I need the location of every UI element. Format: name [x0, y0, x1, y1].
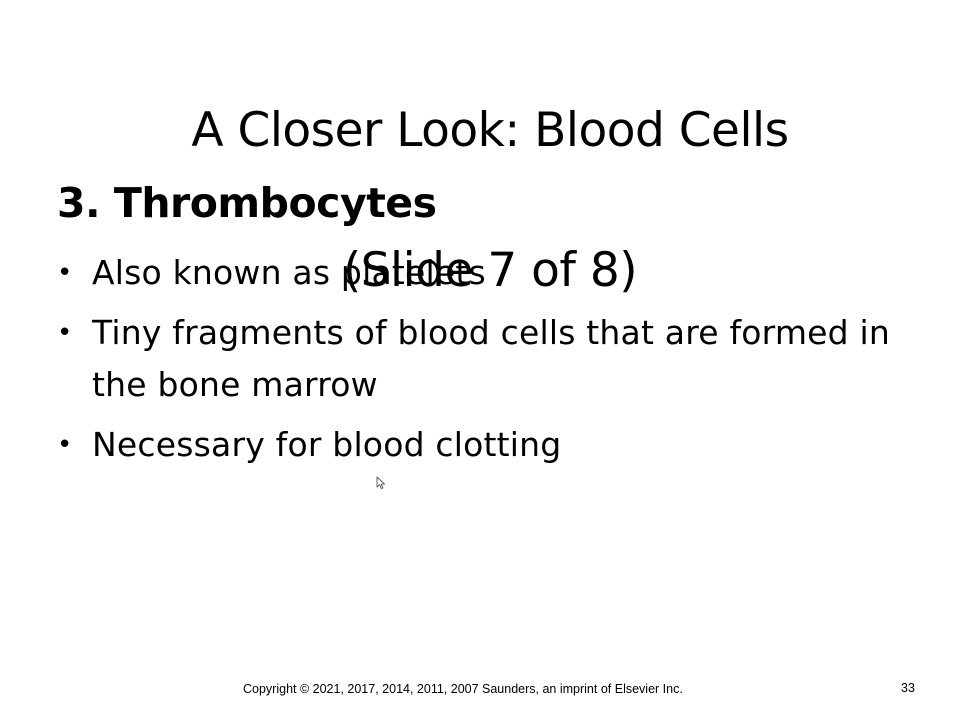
slide-page-number: 33 [901, 681, 915, 695]
bullet-text: Tiny fragments of blood cells that are f… [92, 313, 891, 404]
copyright-footer: Copyright © 2021, 2017, 2014, 2011, 2007… [243, 682, 683, 696]
slide-title: A Closer Look: Blood Cells (Slide 7 of 8… [0, 26, 956, 376]
bullet-marker: • [57, 430, 73, 460]
slide-title-line-1: A Closer Look: Blood Cells [191, 103, 789, 158]
bullet-list: • Also known as platelets • Tiny fragmen… [57, 247, 897, 479]
section-heading: 3. Thrombocytes [57, 179, 437, 227]
bullet-text: Necessary for blood clotting [92, 425, 562, 464]
bullet-item: • Necessary for blood clotting [57, 419, 897, 471]
bullet-item: • Also known as platelets [57, 247, 897, 299]
bullet-marker: • [57, 318, 73, 348]
bullet-text: Also known as platelets [92, 253, 486, 292]
slide-title-line-2: (Slide 7 of 8) [342, 243, 638, 298]
bullet-marker: • [57, 258, 73, 288]
mouse-pointer-icon [376, 476, 386, 490]
bullet-item: • Tiny fragments of blood cells that are… [57, 307, 897, 411]
